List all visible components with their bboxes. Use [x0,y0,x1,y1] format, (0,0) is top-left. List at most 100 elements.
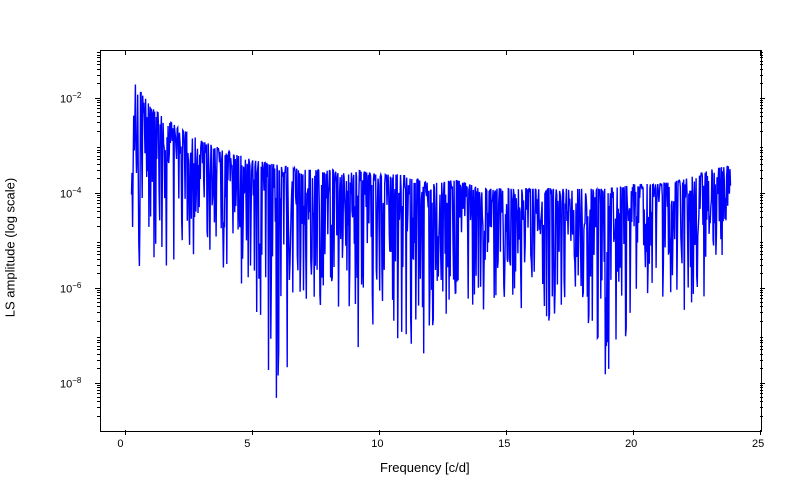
y-tick [95,288,100,289]
y-tick [95,98,100,99]
y-axis-label: LS amplitude (log scale) [3,168,18,328]
x-tick [379,430,380,435]
y-tick [760,98,765,99]
y-minor-tick [97,354,100,355]
y-minor-tick [760,349,763,350]
y-minor-tick [760,170,763,171]
y-tick [760,383,765,384]
x-tick-label: 0 [117,438,123,450]
y-minor-tick [760,401,763,402]
y-minor-tick [97,152,100,153]
y-minor-tick [760,292,763,293]
y-minor-tick [97,368,100,369]
y-minor-tick [97,159,100,160]
y-minor-tick [760,397,763,398]
y-minor-tick [760,108,763,109]
x-tick [379,50,380,55]
y-minor-tick [760,55,763,56]
x-tick [506,430,507,435]
y-minor-tick [760,306,763,307]
y-minor-tick [760,75,763,76]
y-minor-tick [97,147,100,148]
y-minor-tick [97,290,100,291]
y-minor-tick [760,217,763,218]
y-minor-tick [760,290,763,291]
y-minor-tick [97,197,100,198]
y-minor-tick [97,401,100,402]
y-minor-tick [760,152,763,153]
y-minor-tick [97,170,100,171]
y-minor-tick [760,354,763,355]
y-minor-tick [97,75,100,76]
x-tick-label: 25 [752,438,764,450]
y-minor-tick [97,217,100,218]
y-minor-tick [97,273,100,274]
y-minor-tick [760,393,763,394]
y-tick [760,193,765,194]
y-minor-tick [97,292,100,293]
x-tick [760,430,761,435]
y-minor-tick [97,242,100,243]
y-minor-tick [97,393,100,394]
y-minor-tick [760,321,763,322]
y-minor-tick [760,83,763,84]
y-minor-tick [97,416,100,417]
x-tick [506,50,507,55]
y-minor-tick [97,265,100,266]
x-tick [252,430,253,435]
y-minor-tick [760,150,763,151]
y-minor-tick [760,245,763,246]
y-minor-tick [97,349,100,350]
y-minor-tick [97,61,100,62]
y-minor-tick [97,195,100,196]
y-minor-tick [760,360,763,361]
y-minor-tick [760,273,763,274]
y-minor-tick [97,251,100,252]
y-minor-tick [97,156,100,157]
y-minor-tick [760,302,763,303]
y-minor-tick [760,112,763,113]
y-minor-tick [760,247,763,248]
y-minor-tick [97,122,100,123]
y-minor-tick [97,247,100,248]
y-minor-tick [760,387,763,388]
y-minor-tick [760,340,763,341]
y-minor-tick [97,83,100,84]
y-minor-tick [97,397,100,398]
y-minor-tick [97,150,100,151]
y-minor-tick [760,69,763,70]
x-tick [633,50,634,55]
y-minor-tick [760,102,763,103]
x-tick-label: 10 [371,438,383,450]
y-minor-tick [97,312,100,313]
y-minor-tick [760,390,763,391]
y-tick [760,288,765,289]
y-minor-tick [97,306,100,307]
x-tick [125,430,126,435]
spectrum-line [101,51,761,431]
y-minor-tick [97,254,100,255]
y-minor-tick [760,164,763,165]
plot-area [100,50,762,432]
y-minor-tick [760,346,763,347]
y-minor-tick [97,116,100,117]
y-minor-tick [760,265,763,266]
x-tick [633,430,634,435]
y-minor-tick [97,302,100,303]
y-tick-label: 10−8 [60,376,81,391]
y-minor-tick [97,105,100,106]
y-minor-tick [97,207,100,208]
y-minor-tick [97,52,100,53]
y-minor-tick [760,407,763,408]
y-minor-tick [97,407,100,408]
y-minor-tick [97,360,100,361]
y-minor-tick [760,57,763,58]
y-minor-tick [760,156,763,157]
y-minor-tick [97,178,100,179]
y-minor-tick [760,416,763,417]
y-minor-tick [760,203,763,204]
y-minor-tick [760,197,763,198]
y-minor-tick [760,159,763,160]
y-minor-tick [760,242,763,243]
y-minor-tick [97,102,100,103]
